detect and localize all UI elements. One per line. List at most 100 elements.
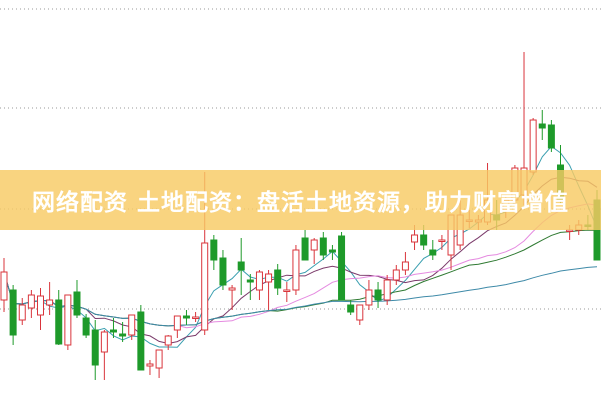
candle	[164, 335, 172, 350]
candle	[347, 300, 355, 315]
candle-body	[547, 124, 555, 149]
candle	[310, 238, 318, 264]
candle	[9, 285, 17, 345]
candle	[529, 118, 537, 175]
candle-body	[374, 289, 382, 301]
candle	[210, 235, 218, 270]
candle-body	[9, 289, 17, 336]
candle	[219, 250, 227, 290]
candle-body	[301, 237, 309, 261]
candle-body	[429, 249, 437, 256]
candle	[392, 265, 400, 285]
candle-body	[566, 229, 574, 232]
candle	[27, 290, 35, 318]
candle-body	[538, 123, 546, 129]
candle	[274, 264, 282, 295]
candle	[100, 330, 108, 380]
candle	[64, 294, 72, 350]
candle-body	[529, 119, 537, 173]
candle-body	[401, 261, 409, 271]
candle	[18, 298, 26, 325]
candle	[46, 282, 54, 315]
candle-body	[155, 349, 163, 369]
candle	[82, 314, 90, 338]
candle-body	[365, 289, 373, 306]
candle-body	[201, 242, 209, 331]
candle-body	[164, 335, 172, 346]
candle-body	[119, 333, 127, 337]
candle-body	[265, 273, 273, 283]
candle	[356, 304, 364, 325]
banner-title: 网络配资 土地配资：盘活土地资源，助力财富增值	[31, 190, 569, 216]
candle-body	[392, 269, 400, 281]
candle-body	[109, 329, 117, 333]
candle-body	[73, 291, 81, 316]
candle	[319, 232, 327, 260]
candle-body	[255, 271, 263, 291]
title-banner: 网络配资 土地配资：盘活土地资源，助力财富增值	[0, 170, 601, 230]
candle-body	[328, 249, 336, 253]
candle-body	[128, 314, 136, 336]
candle	[128, 314, 136, 340]
candle	[401, 252, 409, 275]
candle	[255, 270, 263, 300]
candle	[0, 258, 8, 312]
candle-body	[173, 315, 181, 331]
candle	[265, 270, 273, 310]
candle-body	[383, 279, 391, 301]
candle	[119, 322, 127, 342]
gridlines	[0, 8, 601, 310]
candle	[109, 318, 117, 338]
ma30-line	[3, 229, 598, 327]
candle-body	[137, 311, 145, 371]
candle	[173, 315, 181, 338]
candle	[374, 282, 382, 308]
candle-body	[246, 279, 254, 283]
candle	[73, 280, 81, 318]
candle	[36, 288, 44, 330]
candle-body	[292, 249, 300, 291]
candle-body	[219, 257, 227, 286]
candle-body	[0, 271, 8, 301]
candle-body	[228, 287, 236, 291]
candle-body	[100, 331, 108, 353]
candle-body	[420, 234, 428, 246]
candle	[338, 232, 346, 301]
candle	[438, 235, 446, 250]
candle	[538, 110, 546, 140]
candle-body	[347, 304, 355, 313]
candle-body	[82, 317, 90, 336]
candle	[237, 238, 245, 295]
candles	[0, 52, 601, 380]
candle-body	[237, 261, 245, 271]
candle-body	[310, 239, 318, 251]
candle	[192, 312, 200, 322]
candle	[55, 290, 63, 345]
candle-body	[146, 363, 154, 367]
candle	[365, 280, 373, 310]
candle-body	[46, 299, 54, 306]
candle-body	[64, 294, 72, 346]
candle-body	[91, 329, 99, 366]
candle-body	[27, 294, 35, 309]
candle	[328, 245, 336, 260]
candle-body	[319, 237, 327, 256]
candle-body	[274, 269, 282, 289]
candle	[547, 120, 555, 152]
candle-body	[36, 295, 44, 316]
candle	[155, 349, 163, 378]
candle-body	[338, 235, 346, 301]
ma60-line	[3, 266, 598, 327]
candle	[246, 274, 254, 300]
candle-body	[210, 239, 218, 261]
candle-body	[182, 315, 190, 319]
candle-body	[18, 304, 26, 321]
candle	[182, 310, 190, 325]
candle-body	[283, 289, 291, 292]
candle	[283, 282, 291, 302]
candle-body	[55, 299, 63, 345]
candle	[292, 245, 300, 295]
candle-body	[438, 239, 446, 242]
candle	[146, 360, 154, 375]
